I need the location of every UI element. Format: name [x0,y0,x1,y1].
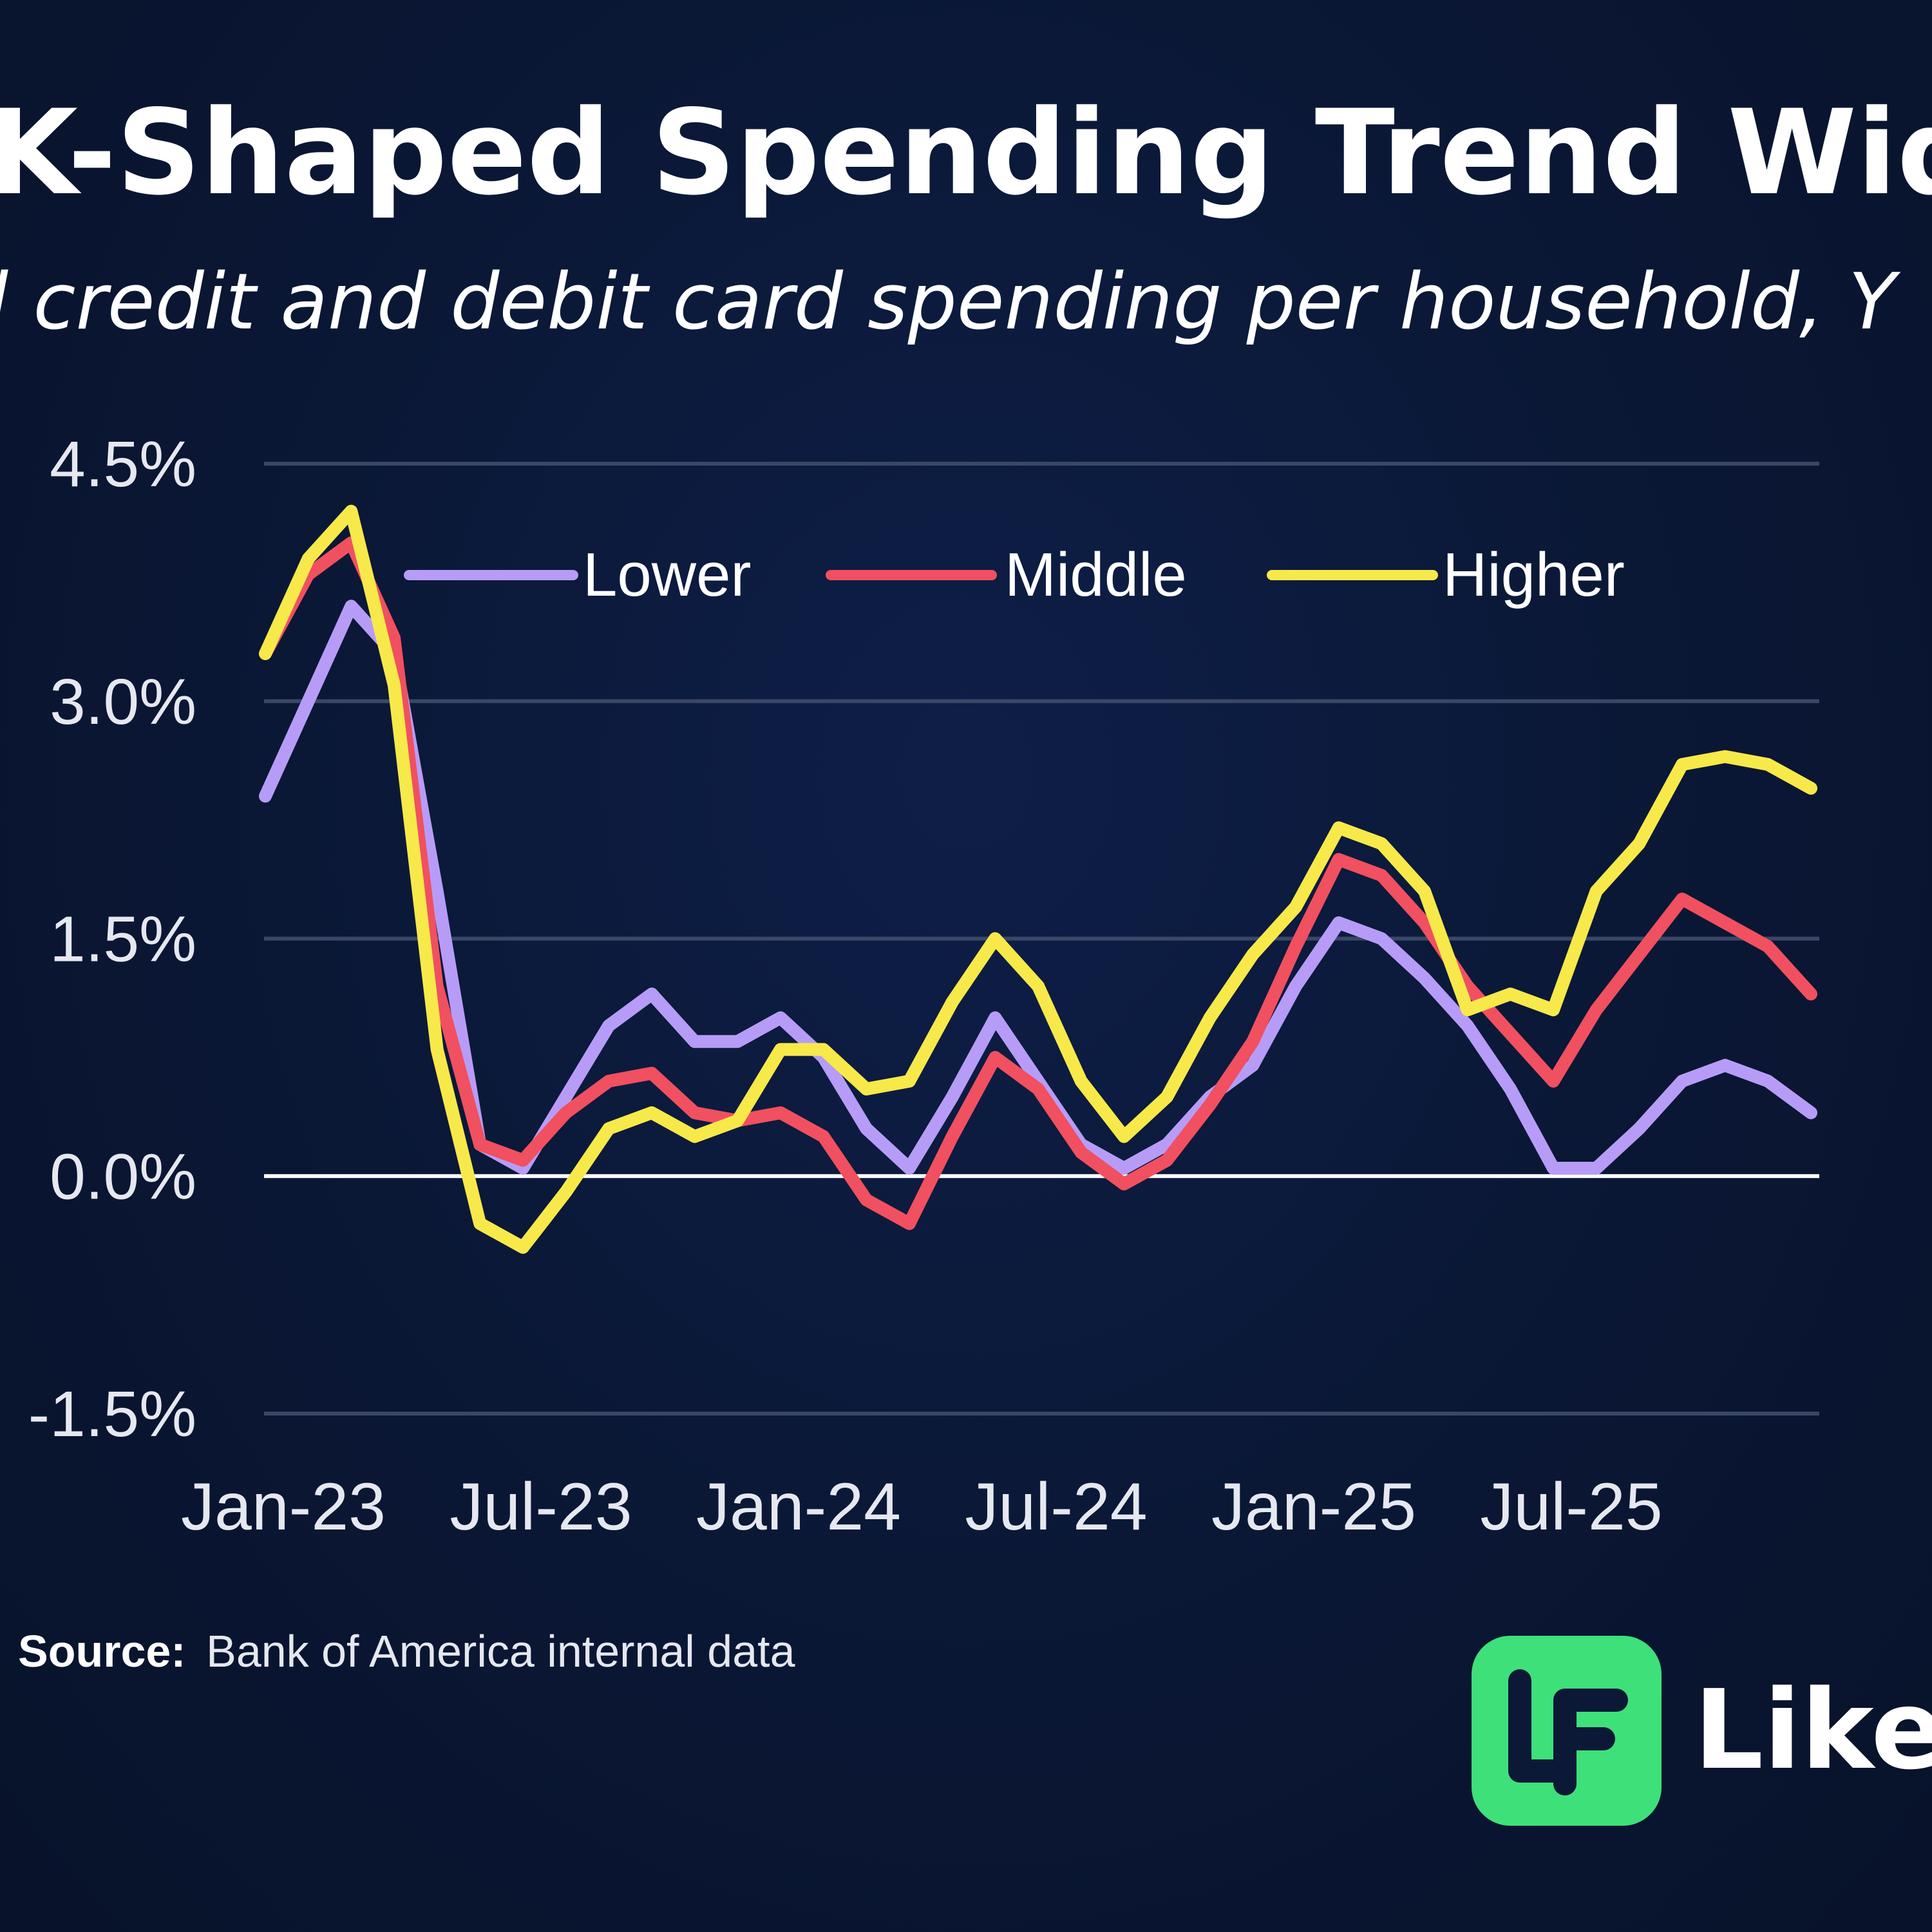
series-line-higher [259,504,1817,1254]
x-tick-label: Jan-24 [696,1470,901,1544]
x-tick-label: Jul-24 [965,1470,1147,1544]
legend-label-middle: Middle [1005,540,1187,609]
x-tick-label: Jan-23 [181,1470,386,1544]
brand-mark-icon [1508,1669,1628,1795]
source-note: Source: Bank of America internal data [18,1626,795,1677]
y-tick-label: 1.5% [50,904,196,976]
series-lines [259,504,1817,1254]
legend-label-lower: Lower [583,540,751,609]
y-tick-label: -1.5% [28,1378,196,1450]
legend: Lower Middle Higher [404,540,1625,609]
source-label: Source: [18,1626,186,1676]
series-line-middle [259,536,1817,1230]
brand-name: LikeF [1694,1667,1932,1794]
y-axis: 4.5% 3.0% 1.5% 0.0% -1.5% [28,428,196,1450]
x-tick-label: Jan-25 [1211,1470,1416,1544]
brand-logo: LikeF [1472,1636,1932,1826]
chart-subtitle: l credit and debit card spending per hou… [0,258,1901,347]
y-tick-label: 0.0% [50,1141,196,1213]
x-tick-label: Jul-25 [1480,1470,1662,1544]
source-text: Bank of America internal data [206,1626,795,1676]
chart-title: K-Shaped Spending Trend Widens [0,84,1932,221]
x-axis: Jan-23 Jul-23 Jan-24 Jul-24 Jan-25 Jul-25 [181,1470,1663,1544]
x-tick-label: Jul-23 [450,1470,632,1544]
gridlines [264,462,1819,1416]
legend-label-higher: Higher [1443,540,1625,609]
y-tick-label: 4.5% [50,428,196,500]
y-tick-label: 3.0% [50,666,196,738]
